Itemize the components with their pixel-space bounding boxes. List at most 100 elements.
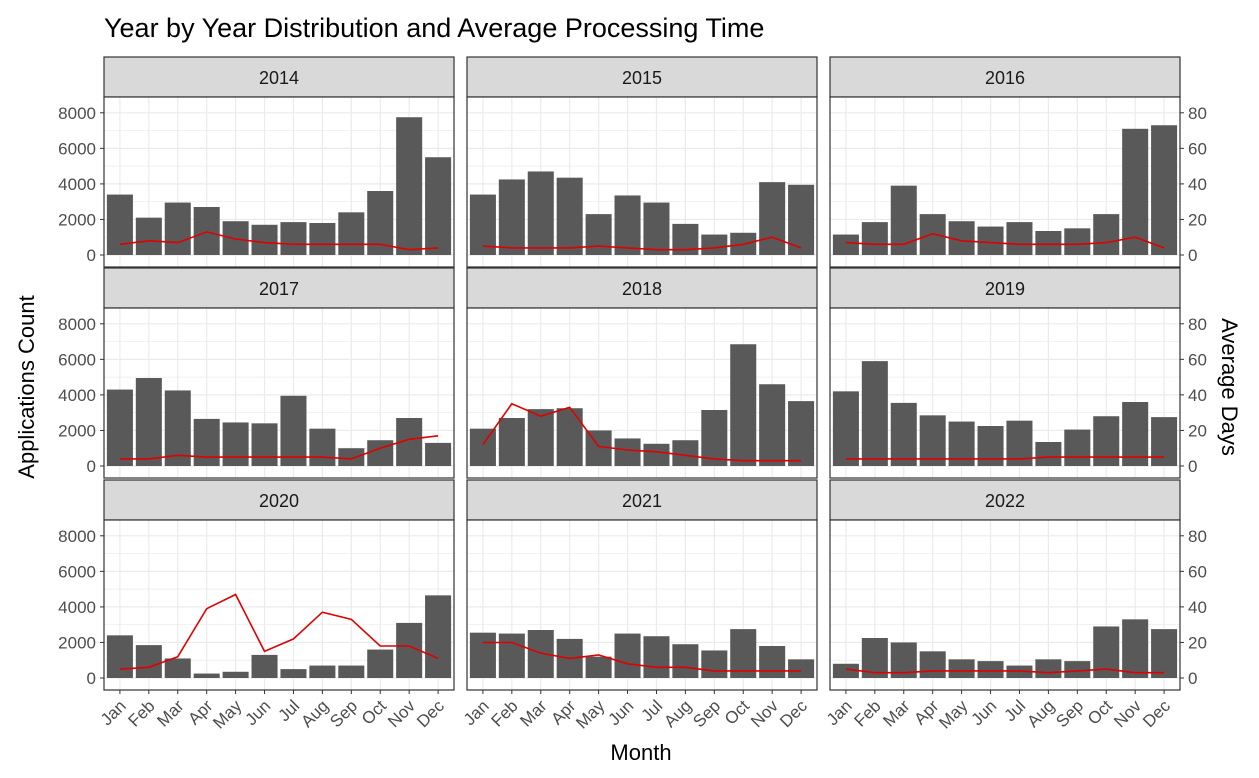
panel-2019: 2019 0 20 40 60 80	[829, 267, 1207, 479]
bar-2015-Sep	[701, 234, 728, 255]
y-tick-label: 4000	[58, 175, 96, 194]
bar-2018-Nov	[759, 384, 786, 466]
bar-2014-Jan	[106, 194, 133, 255]
panel-2015: 2015	[466, 56, 818, 268]
bar-2017-Feb	[135, 378, 162, 466]
bar-2018-Feb	[498, 418, 525, 466]
bar-2014-Mar	[164, 202, 191, 255]
x-tick-label: Dec	[776, 696, 811, 731]
x-tick-label: Jun	[242, 696, 275, 729]
bar-2022-Aug	[1035, 659, 1062, 678]
avg-days-line-2022	[845, 668, 1165, 674]
avg-days-line-2015	[482, 236, 802, 251]
panel-background	[467, 308, 817, 478]
x-tick-label: Feb	[488, 696, 522, 730]
bar-2019-Nov	[1122, 402, 1149, 466]
panel-border	[103, 307, 455, 479]
y2-tick-label: 0	[1188, 669, 1197, 688]
bar-2014-Sep	[338, 212, 365, 255]
x-tick-label: Dec	[1139, 696, 1174, 731]
bar-2016-Nov	[1122, 128, 1149, 255]
y2-tick-label: 40	[1188, 598, 1207, 617]
bar-2019-Dec	[1151, 417, 1178, 466]
bar-2020-Aug	[309, 665, 336, 678]
y-tick-label: 6000	[58, 350, 96, 369]
panel-border	[829, 307, 1181, 479]
bar-2022-Jan	[832, 663, 859, 678]
y-tick-label: 0	[87, 246, 96, 265]
bar-2022-Sep	[1064, 661, 1091, 678]
bar-2015-Jul	[643, 202, 670, 255]
gridlines	[830, 97, 1180, 267]
panel-background	[467, 520, 817, 690]
y-tick-label: 6000	[58, 562, 96, 581]
y-tick-label: 8000	[58, 527, 96, 546]
bar-2020-Jul	[280, 669, 307, 678]
bar-2017-Oct	[367, 440, 394, 466]
y2-tick-label: 20	[1188, 421, 1207, 440]
y2-axis-title: Average Days	[1217, 318, 1242, 456]
bar-2020-Jun	[251, 654, 278, 678]
x-tick-label: Feb	[125, 696, 159, 730]
bar-2016-Mar	[890, 185, 917, 255]
panel-background	[830, 520, 1180, 690]
y-tick-label: 2000	[58, 210, 96, 229]
panel-background	[104, 308, 454, 478]
bar-2020-Dec	[425, 595, 452, 678]
y2-tick-label: 40	[1188, 386, 1207, 405]
bar-2022-May	[948, 659, 975, 678]
x-tick-label: Sep	[1052, 696, 1087, 731]
bar-2019-Jan	[832, 391, 859, 466]
y2-tick-label: 20	[1188, 210, 1207, 229]
y2-tick-label: 80	[1188, 315, 1207, 334]
bar-2017-Sep	[338, 448, 365, 466]
bar-2016-Jan	[832, 234, 859, 255]
bar-2014-May	[222, 221, 249, 255]
strip-label-2021: 2021	[622, 491, 662, 511]
y2-tick-label: 60	[1188, 562, 1207, 581]
bar-2017-May	[222, 422, 249, 466]
bar-2019-Sep	[1064, 429, 1091, 466]
strip-label-2017: 2017	[259, 279, 299, 299]
strip-2020	[103, 479, 455, 521]
bar-2014-Aug	[309, 223, 336, 255]
panel-background	[467, 97, 817, 267]
avg-days-line-2019	[845, 456, 1165, 460]
x-tick-label: Jul	[637, 696, 666, 725]
bar-2019-Oct	[1093, 416, 1120, 466]
bar-2020-Mar	[164, 658, 191, 678]
bar-2018-Apr	[556, 408, 583, 466]
y-tick-label: 8000	[58, 104, 96, 123]
bar-2018-Aug	[672, 440, 699, 466]
bar-2021-Jul	[643, 636, 670, 678]
strip-2017	[103, 267, 455, 309]
bar-2016-Jul	[1006, 222, 1033, 255]
bar-2018-Mar	[527, 409, 554, 466]
x-tick-label: May	[209, 696, 245, 732]
bar-2014-Nov	[396, 117, 423, 256]
strip-2019	[829, 267, 1181, 309]
bar-2021-Jun	[614, 633, 641, 678]
x-tick-label: Mar	[879, 696, 913, 730]
bar-2019-Aug	[1035, 442, 1062, 466]
panel-2017: 2017 0 2000 4000 6000 8000	[58, 267, 455, 479]
panel-border	[829, 96, 1181, 268]
strip-2018	[466, 267, 818, 309]
bar-2021-Nov	[759, 646, 786, 678]
bar-2020-May	[222, 671, 249, 678]
bar-2019-Feb	[861, 361, 888, 466]
x-tick-label: Apr	[547, 696, 579, 728]
bar-2017-Jul	[280, 395, 307, 466]
chart-title: Year by Year Distribution and Average Pr…	[104, 13, 764, 43]
bar-2014-Apr	[193, 207, 220, 255]
strip-label-2022: 2022	[985, 491, 1025, 511]
bar-2022-Nov	[1122, 619, 1149, 678]
bar-2015-Nov	[759, 182, 786, 255]
x-tick-label: Jun	[968, 696, 1001, 729]
x-tick-label: Oct	[1084, 696, 1116, 728]
x-tick-label: Aug	[660, 696, 695, 731]
bar-2021-Feb	[498, 633, 525, 678]
bar-2015-Dec	[788, 184, 815, 255]
avg-days-line-2018	[482, 402, 802, 462]
